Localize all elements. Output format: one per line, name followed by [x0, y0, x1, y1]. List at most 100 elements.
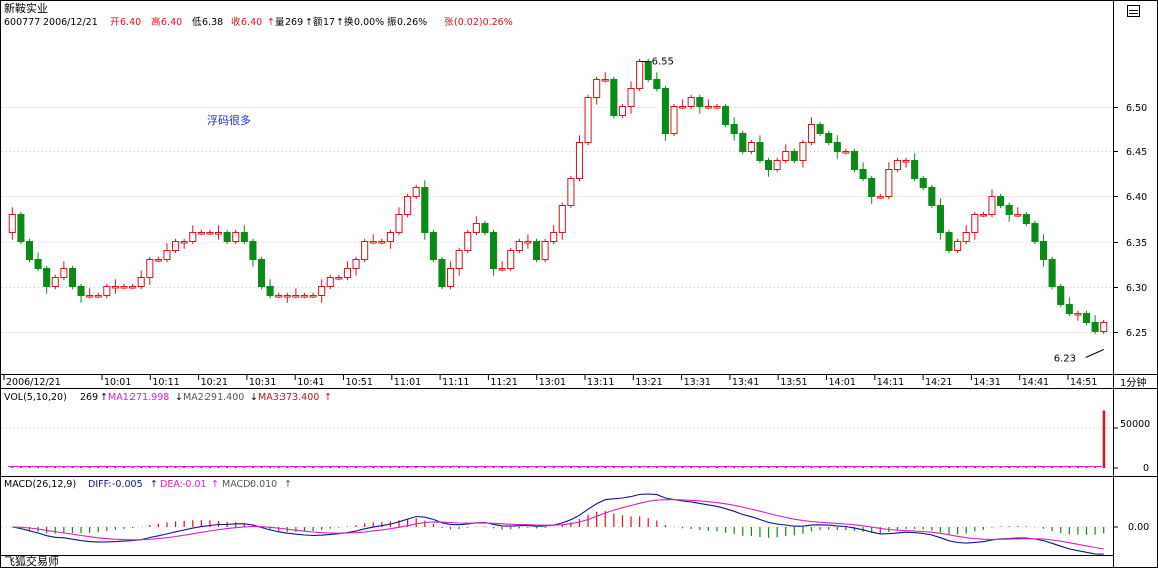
amount-value: 17 [323, 17, 335, 28]
candle [103, 283, 111, 299]
candle [971, 211, 979, 240]
candle [593, 76, 601, 105]
candle [610, 76, 618, 119]
volume-bar [458, 466, 461, 468]
volume-bar [1059, 466, 1062, 468]
vol-axis-top: 50000 [1120, 419, 1150, 430]
candle [94, 292, 102, 299]
volume-bar [853, 466, 856, 468]
volume-bar [844, 466, 847, 468]
time-tick-label: 10:01 [104, 377, 131, 388]
volume-bar [251, 467, 254, 468]
volume-bar [1094, 467, 1097, 468]
volume-bar [19, 467, 22, 468]
volume-bar [612, 466, 615, 468]
volume-bar [870, 467, 873, 468]
time-tick-label: 13:51 [780, 377, 807, 388]
candle [601, 72, 609, 83]
time-tick-label: 10:51 [346, 377, 373, 388]
candle [60, 261, 68, 281]
volume-bar [724, 467, 727, 468]
volume-bar [37, 467, 40, 468]
candle [773, 157, 781, 173]
candle [404, 193, 412, 218]
candle [1091, 315, 1099, 335]
candle [679, 99, 687, 110]
candle [1031, 220, 1039, 245]
candle [902, 157, 910, 168]
candle [249, 238, 257, 267]
volume-bar [148, 466, 151, 468]
volume-bar [174, 467, 177, 468]
window-icon[interactable] [1127, 5, 1140, 17]
candle [223, 229, 231, 245]
volume-bar [131, 466, 134, 468]
close-label: 收 [231, 16, 241, 28]
volume-bar [767, 466, 770, 468]
candle [670, 103, 678, 137]
time-tick-label: 13:41 [732, 377, 759, 388]
volume-bar [801, 467, 804, 468]
candle [911, 153, 919, 182]
volume-bar [707, 467, 710, 468]
volume-bar [226, 466, 229, 468]
volume-bar [999, 466, 1002, 468]
volume-grid [2, 427, 1118, 469]
time-tick-label: 14:31 [973, 377, 1000, 388]
candle [429, 229, 437, 263]
volume-bar [990, 466, 993, 468]
time-tick-label: 10:41 [297, 377, 324, 388]
volume-bar [88, 467, 91, 468]
ma2-value: 291.400 [205, 392, 244, 403]
candle [979, 211, 987, 218]
volume-arrow: ↑ [305, 17, 313, 28]
volume-bar [948, 467, 951, 468]
candle [25, 238, 34, 263]
candle [77, 283, 85, 303]
volume-bar [260, 467, 263, 468]
vol-value: 269 [80, 392, 98, 403]
volume-bar [509, 467, 512, 468]
volume-bar [758, 466, 761, 468]
diff-label: DIFF: [88, 479, 112, 490]
close-arrow: ↑ [267, 17, 275, 28]
volume-bar [28, 467, 31, 468]
volume-bar [346, 467, 349, 468]
volume-bar [905, 466, 908, 468]
period-label[interactable]: 1分钟 [1120, 376, 1146, 389]
volume-bar [62, 466, 65, 468]
volume-bar [380, 466, 383, 468]
candle [8, 207, 16, 240]
volume-bar [320, 467, 323, 468]
time-tick-label: 13:21 [635, 377, 662, 388]
price-tick-label: 6.25 [1126, 328, 1147, 339]
volume-bar [398, 467, 401, 468]
volume-bar [793, 467, 796, 468]
candle [326, 274, 334, 290]
macd-panel-title: MACD(26,12,9) DIFF: -0.005 ↑ DEA: -0.01 … [4, 479, 292, 490]
ma1-label: MA1: [108, 392, 132, 403]
volume-bar [922, 466, 925, 468]
candle [335, 274, 343, 281]
volume-bar [114, 467, 117, 468]
candle [86, 288, 94, 299]
volume-bar [183, 467, 186, 468]
time-tick-label: 14:51 [1070, 377, 1097, 388]
candle [369, 234, 377, 245]
candle [687, 94, 695, 110]
volume-bar [312, 466, 315, 468]
candle [1022, 211, 1030, 227]
volume-bar [337, 467, 340, 468]
volume-bar [492, 467, 495, 468]
volume-bar [243, 467, 246, 468]
low-label: 低 [192, 16, 202, 28]
volume-bar [698, 466, 701, 468]
candle [232, 229, 240, 245]
stock-code: 600777 [4, 17, 40, 28]
candle [361, 238, 369, 263]
candle [696, 94, 704, 114]
volume-bar [294, 466, 297, 468]
candle [876, 193, 884, 200]
volume-bar [80, 466, 83, 468]
candle [412, 184, 420, 200]
